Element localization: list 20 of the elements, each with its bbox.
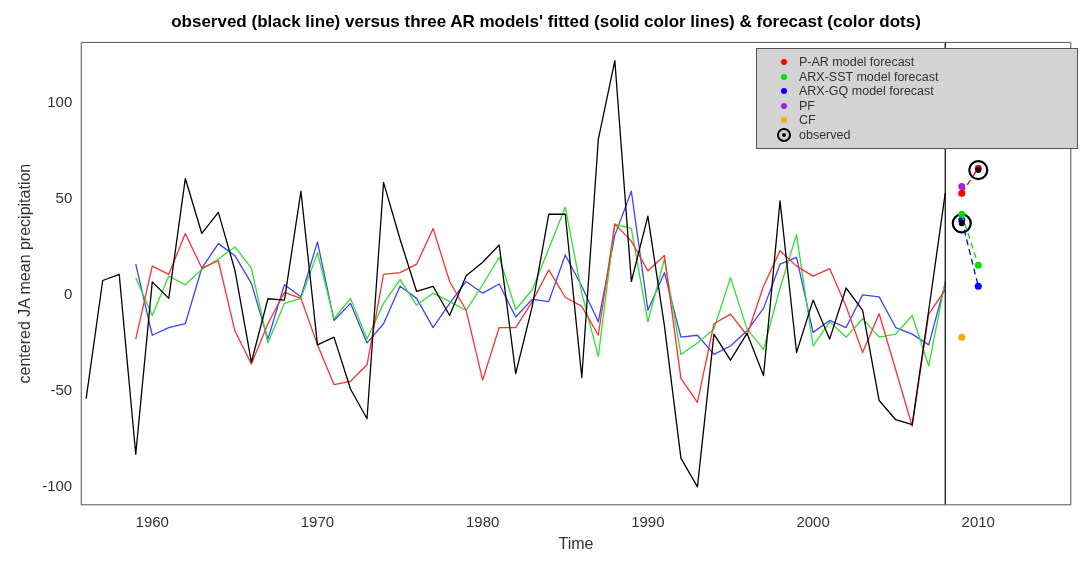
x-tick-label: 1970 <box>300 512 335 530</box>
y-tick-label: 50 <box>55 189 73 207</box>
y-tick-label: -100 <box>42 477 73 495</box>
legend-label: ARX-GQ model forecast <box>799 84 934 99</box>
y-tick-label: 0 <box>63 285 73 303</box>
y-tick-label: -50 <box>50 381 73 399</box>
x-tick-label: 2000 <box>796 512 830 530</box>
x-axis-title: Time <box>558 534 594 552</box>
legend-label: ARX-SST model forecast <box>799 69 939 84</box>
legend-label: P-AR model forecast <box>799 55 915 70</box>
legend-label: CF <box>799 113 816 128</box>
legend-label: PF <box>799 98 815 113</box>
legend-label: observed <box>799 127 851 142</box>
y-axis-title: centered JA mean precipitation <box>16 163 34 384</box>
x-tick-label: 1990 <box>631 512 665 530</box>
y-tick-label: 100 <box>47 93 73 111</box>
x-tick-label: 2010 <box>961 512 995 530</box>
x-tick-label: 1980 <box>465 512 500 530</box>
x-tick-label: 1960 <box>135 512 169 530</box>
chart-title: observed (black line) versus three AR models' fitted (solid color lines) & forecast (color dots) <box>171 11 921 31</box>
